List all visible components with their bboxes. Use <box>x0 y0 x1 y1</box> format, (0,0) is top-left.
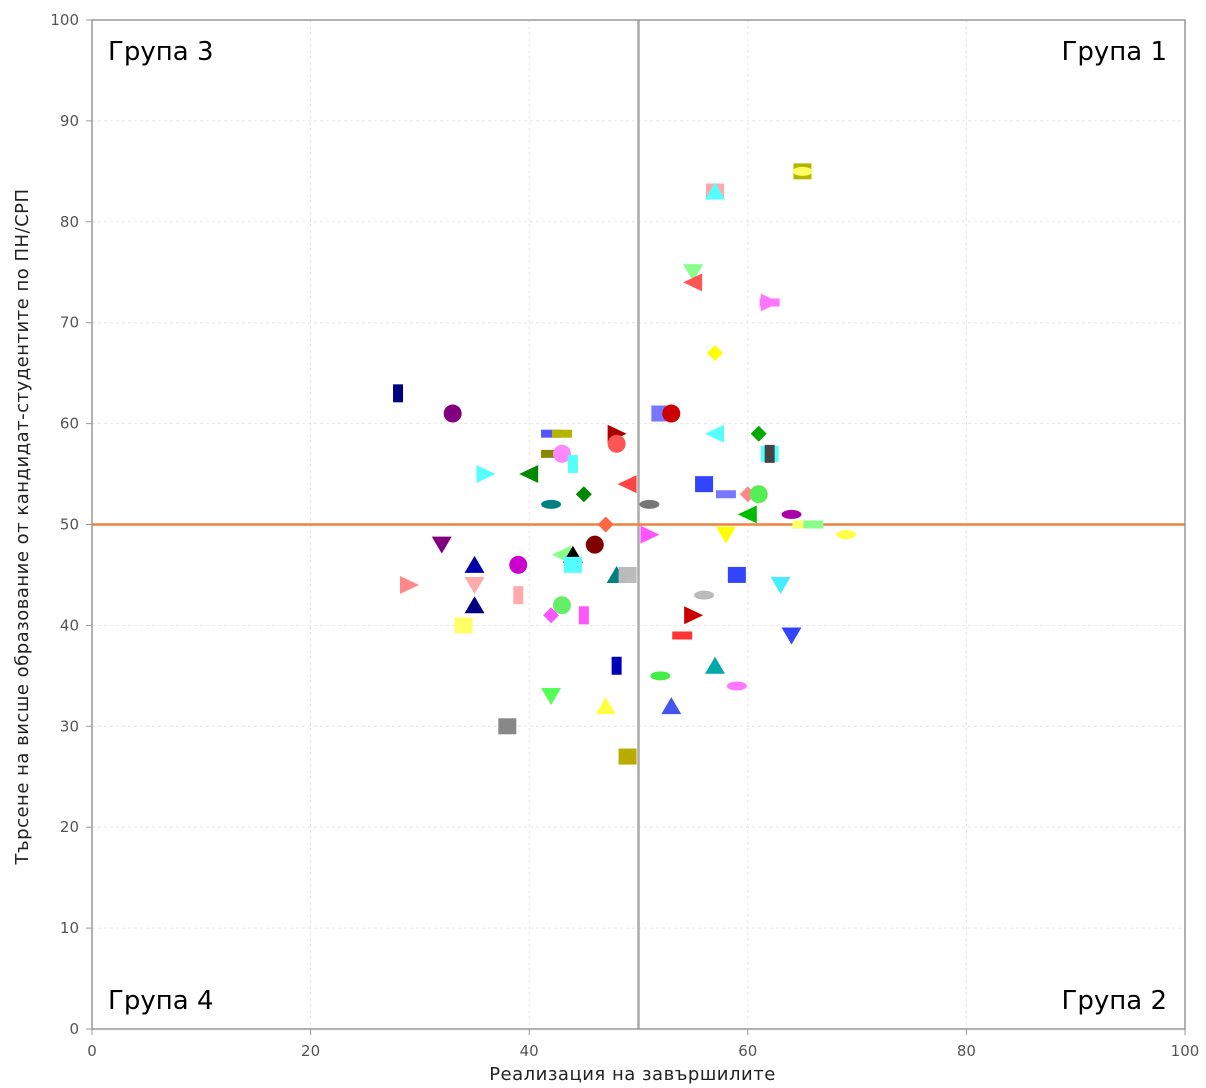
data-point <box>552 430 572 438</box>
data-point <box>727 681 747 690</box>
data-point <box>619 567 637 583</box>
data-point <box>639 500 659 509</box>
y-tick-label: 100 <box>50 11 79 29</box>
y-tick-label: 90 <box>60 112 79 130</box>
y-tick-label: 30 <box>60 717 79 735</box>
data-point <box>608 435 626 453</box>
x-axis-title: Реализация на завършилите <box>489 1064 776 1084</box>
y-tick-label: 80 <box>60 213 79 231</box>
x-tick-label: 0 <box>87 1042 97 1060</box>
x-tick-label: 20 <box>301 1042 320 1060</box>
y-tick-label: 20 <box>60 818 79 836</box>
data-point <box>650 671 670 680</box>
data-point <box>760 299 780 307</box>
quadrant-label-top-left: Група 3 <box>108 37 214 67</box>
data-point <box>564 557 582 573</box>
data-point <box>765 445 775 463</box>
data-point <box>782 510 802 519</box>
data-point <box>568 455 578 473</box>
data-point <box>579 606 589 624</box>
y-axis-title: Търсене на висше образование от кандидат… <box>12 188 33 865</box>
y-tick-label: 60 <box>60 415 79 433</box>
data-point <box>750 485 768 503</box>
data-point <box>836 530 856 539</box>
quadrant-label-bottom-left: Група 4 <box>108 986 214 1016</box>
y-tick-label: 70 <box>60 314 79 332</box>
data-point <box>455 617 473 633</box>
x-tick-label: 40 <box>520 1042 539 1060</box>
y-tick-label: 10 <box>60 919 79 937</box>
quadrant-label-top-right: Група 1 <box>1062 37 1168 67</box>
y-tick-label: 0 <box>69 1020 79 1038</box>
data-point <box>541 500 561 509</box>
data-point <box>498 718 516 734</box>
x-tick-label: 100 <box>1171 1042 1200 1060</box>
data-point <box>728 567 746 583</box>
data-point <box>393 384 403 402</box>
data-point <box>586 536 604 554</box>
y-tick-label: 40 <box>60 616 79 634</box>
data-point <box>695 476 713 492</box>
data-point <box>716 490 736 498</box>
data-point <box>619 749 637 765</box>
data-point <box>553 596 571 614</box>
x-tick-label: 60 <box>738 1042 757 1060</box>
data-point <box>694 591 714 600</box>
y-tick-label: 50 <box>60 516 79 534</box>
data-point <box>612 657 622 675</box>
data-point <box>513 586 523 604</box>
quadrant-label-bottom-right: Група 2 <box>1062 986 1168 1016</box>
data-point <box>662 405 680 423</box>
data-point <box>792 167 812 176</box>
x-tick-label: 80 <box>957 1042 976 1060</box>
data-point <box>672 631 692 639</box>
data-point <box>803 521 823 529</box>
data-point <box>444 405 462 423</box>
data-point <box>509 556 527 574</box>
